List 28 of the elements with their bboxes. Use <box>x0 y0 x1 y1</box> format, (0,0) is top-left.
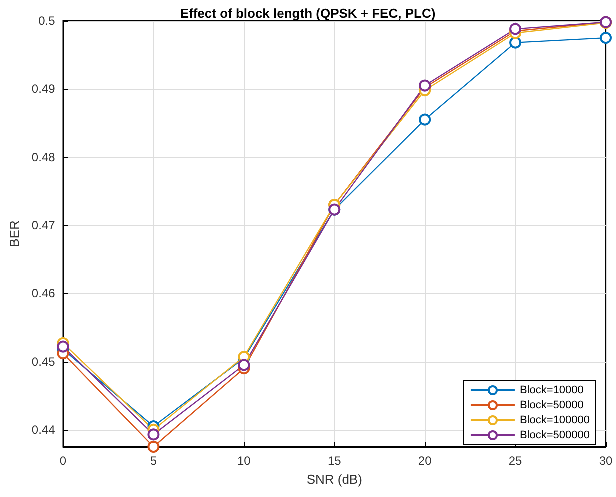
y-tick-label: 0.48 <box>32 150 56 164</box>
y-tick-label: 0.44 <box>32 422 56 437</box>
y-tick-label: 0.49 <box>32 82 56 96</box>
point <box>148 441 160 453</box>
x-tick-label: 15 <box>328 454 342 468</box>
y-tick-label: 0.46 <box>32 286 56 301</box>
point <box>510 36 522 49</box>
x-tick-label: 30 <box>599 454 613 468</box>
legend-label: Block=500000 <box>520 430 590 442</box>
point <box>419 114 432 126</box>
legend-label: Block=50000 <box>520 400 584 412</box>
chart-title: Effect of block length (QPSK + FEC, PLC) <box>180 6 436 21</box>
x-tick-label: 20 <box>418 454 432 468</box>
x-tick-label: 10 <box>237 454 252 468</box>
y-axis-title: BER <box>7 220 22 248</box>
x-tick-label: 0 <box>60 454 67 468</box>
y-tick-label: 0.5 <box>38 14 56 28</box>
y-tick-label: 0.45 <box>32 354 56 369</box>
point <box>600 32 612 44</box>
legend-label: Block=100000 <box>520 414 590 426</box>
point <box>238 359 250 372</box>
x-tick-label: 25 <box>508 454 523 468</box>
x-tick-label: 5 <box>150 454 158 468</box>
y-tick-label: 0.47 <box>32 218 56 232</box>
point <box>148 428 160 441</box>
x-axis-title: SNR (dB) <box>306 472 362 487</box>
legend-label: Block=10000 <box>520 384 584 396</box>
point <box>57 340 70 353</box>
